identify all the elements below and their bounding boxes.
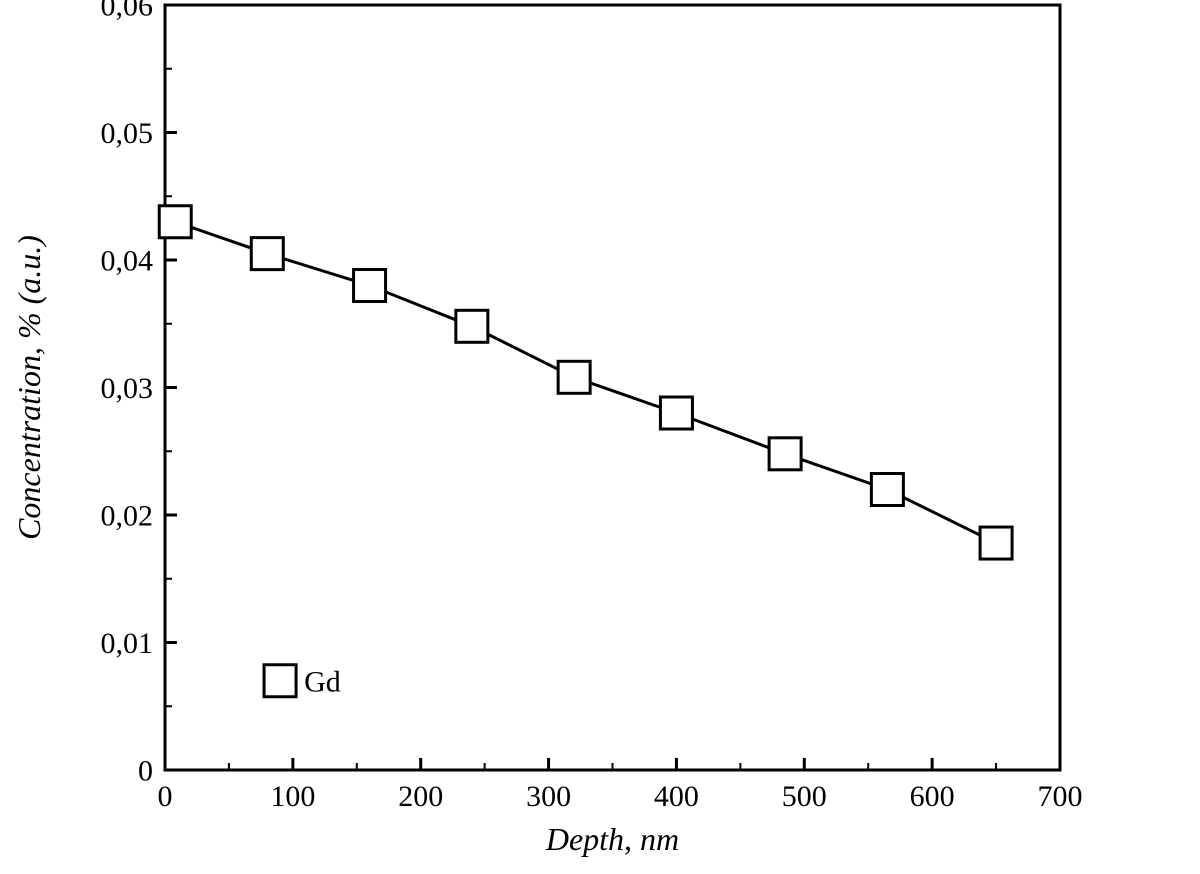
x-axis-label: Depth, nm [545,821,679,857]
series-marker-gd [980,527,1012,559]
series-marker-gd [660,397,692,429]
series-marker-gd [769,438,801,470]
y-tick-label: 0,03 [101,372,154,405]
series-marker-gd [251,238,283,270]
y-tick-label: 0,01 [101,627,154,660]
x-tick-label: 300 [526,780,571,813]
y-tick-label: 0,06 [101,0,154,23]
x-tick-label: 700 [1038,780,1083,813]
x-tick-label: 500 [782,780,827,813]
concentration-depth-chart: 0 100 200 300 400 500 600 700 0 0,01 0,02 0,03 0,04 0… [0,0,1200,874]
x-tick-label: 200 [398,780,443,813]
x-tick-label: 0 [158,780,173,813]
series-marker-gd [456,310,488,342]
legend-marker [264,665,296,697]
chart-container: 0 100 200 300 400 500 600 700 0 0,01 0,02 0,03 0,04 0… [0,0,1200,874]
y-tick-label: 0,05 [101,117,154,150]
y-tick-label: 0,02 [101,500,154,533]
series-marker-gd [159,206,191,238]
series-marker-gd [871,474,903,506]
y-tick-label: 0 [138,755,153,788]
y-tick-label: 0,04 [101,245,154,278]
y-axis-label: Concentration, % (a.u.) [11,235,47,540]
x-tick-label: 600 [910,780,955,813]
x-tick-label: 400 [654,780,699,813]
x-tick-label: 100 [270,780,315,813]
series-marker-gd [558,361,590,393]
series-marker-gd [354,270,386,302]
legend-label: Gd [304,665,341,698]
